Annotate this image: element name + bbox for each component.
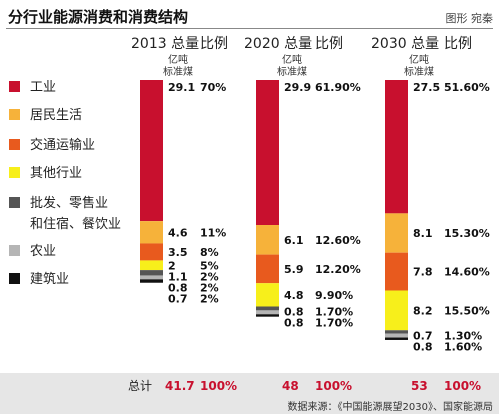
value-label-2013-transport: 3.5 [168, 246, 188, 259]
value-label-2030-transport: 7.8 [413, 266, 433, 279]
bar-2013-residential [140, 221, 163, 244]
bar-2030-other [385, 290, 408, 331]
column-header-year-2030: 2030 总量 [371, 36, 439, 52]
share-label-2030-other: 15.50% [444, 304, 490, 317]
share-label-2020-agriculture: 1.70% [315, 316, 353, 329]
value-label-2030-industry: 27.5 [413, 81, 440, 94]
value-label-2020-industry: 29.9 [284, 81, 311, 94]
bar-2020-transport [256, 254, 279, 284]
column-header-year-2020: 2020 总量 [244, 36, 312, 52]
value-label-2013-industry: 29.1 [168, 81, 195, 94]
value-label-2030-residential: 8.1 [413, 227, 433, 240]
value-label-2030-commerce: 0.7 [413, 329, 433, 342]
legend-swatch-other [9, 167, 20, 178]
title-rule [6, 28, 493, 29]
bar-2030-agriculture [385, 333, 408, 338]
bar-2013-commerce [140, 270, 163, 276]
bar-2030-construction [385, 337, 408, 340]
data-source: 数据来源：《中国能源展望2030》、国家能源局 [287, 402, 493, 413]
column-header-ratio-2030: 比例 [444, 36, 472, 52]
chart-title: 分行业能源消费和消费结构 [8, 8, 189, 26]
graphic-credit: 图形 宛秦 [445, 12, 494, 25]
legend-label-agriculture: 农业 [30, 244, 56, 259]
bar-2020-commerce [256, 306, 279, 311]
unit-label-line2-0: 标准煤 [163, 65, 193, 78]
share-label-2030-transport: 14.60% [444, 266, 490, 279]
value-label-2030-agriculture: 0.8 [413, 340, 433, 353]
value-label-2020-transport: 5.9 [284, 263, 304, 276]
legend-swatch-agriculture [9, 245, 20, 256]
legend-label-commerce: 批发、零售业 [30, 195, 108, 211]
bar-2013-construction [140, 279, 163, 283]
value-label-2020-agriculture: 0.8 [284, 316, 304, 329]
legend-label-residential: 居民生活 [30, 108, 82, 123]
value-label-2013-residential: 4.6 [168, 226, 188, 239]
column-header-year-2013: 2013 总量 [131, 36, 199, 52]
share-label-2013-other: 5% [200, 259, 219, 272]
share-label-2020-residential: 12.60% [315, 234, 361, 247]
total-share-2030: 100% [444, 379, 481, 393]
unit-label-line2-2: 标准煤 [404, 65, 434, 78]
legend-swatch-construction [9, 273, 20, 284]
legend-swatch-commerce [9, 197, 20, 208]
share-label-2030-agriculture: 1.60% [444, 340, 482, 353]
share-label-2013-transport: 8% [200, 246, 219, 259]
value-label-2013-other: 2 [168, 259, 176, 272]
total-value-2020: 48 [282, 379, 299, 393]
legend-label-transport: 交通运输业 [30, 137, 95, 153]
total-share-2013: 100% [200, 379, 237, 393]
bar-2030-residential [385, 213, 408, 253]
total-value-2030: 53 [411, 379, 428, 393]
share-label-2020-industry: 61.90% [315, 81, 361, 94]
bar-2013-other [140, 260, 163, 271]
totals-label: 总计 [128, 379, 152, 393]
value-label-2013-agriculture: 0.8 [168, 281, 188, 294]
legend-swatch-transport [9, 139, 20, 150]
legend-label-other: 其他行业 [30, 166, 82, 181]
bar-2030-industry [385, 80, 408, 214]
totals-band [0, 373, 499, 414]
share-label-2020-commerce: 1.70% [315, 305, 353, 318]
bar-2013-transport [140, 243, 163, 261]
legend-label-industry: 工业 [30, 80, 56, 95]
bar-2030-commerce [385, 330, 408, 334]
legend-swatch-residential [9, 109, 20, 120]
value-label-2020-commerce: 0.8 [284, 305, 304, 318]
value-label-2013-commerce: 1.1 [168, 270, 188, 283]
unit-label-line1-0: 亿吨 [168, 53, 188, 66]
bar-2020-industry [256, 80, 279, 226]
bar-2020-other [256, 283, 279, 307]
value-label-2020-other: 4.8 [284, 289, 304, 302]
share-label-2030-industry: 51.60% [444, 81, 490, 94]
share-label-2013-residential: 11% [200, 226, 226, 239]
total-share-2020: 100% [315, 379, 352, 393]
value-label-2013-construction: 0.7 [168, 292, 188, 305]
bar-2020-construction [256, 314, 279, 317]
bar-2020-residential [256, 225, 279, 255]
share-label-2020-other: 9.90% [315, 289, 353, 302]
column-header-ratio-2020: 比例 [315, 36, 343, 52]
bar-2020-agriculture [256, 310, 279, 315]
value-label-2020-residential: 6.1 [284, 234, 304, 247]
value-label-2030-other: 8.2 [413, 304, 433, 317]
share-label-2013-agriculture: 2% [200, 281, 219, 294]
share-label-2013-industry: 70% [200, 81, 226, 94]
share-label-2013-construction: 2% [200, 292, 219, 305]
legend-swatch-industry [9, 81, 20, 92]
share-label-2013-commerce: 2% [200, 270, 219, 283]
bar-2013-industry [140, 80, 163, 222]
share-label-2030-residential: 15.30% [444, 227, 490, 240]
unit-label-line2-1: 标准煤 [277, 65, 307, 78]
legend-label2-commerce: 和住宿、餐饮业 [30, 216, 121, 232]
bar-2030-transport [385, 252, 408, 291]
legend-label-construction: 建筑业 [30, 271, 69, 287]
share-label-2030-commerce: 1.30% [444, 329, 482, 342]
share-label-2020-transport: 12.20% [315, 263, 361, 276]
column-header-ratio-2013: 比例 [200, 36, 228, 52]
unit-label-line1-1: 亿吨 [282, 53, 302, 66]
bar-2013-agriculture [140, 275, 163, 280]
total-value-2013: 41.7 [165, 379, 195, 393]
unit-label-line1-2: 亿吨 [409, 53, 429, 66]
